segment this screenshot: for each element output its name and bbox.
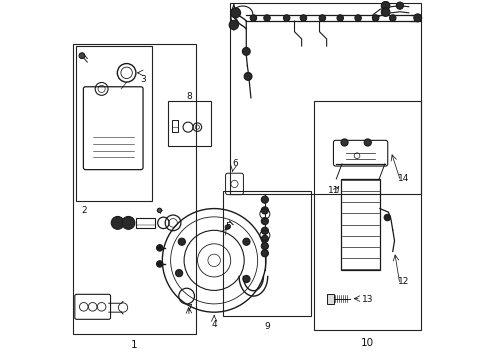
Circle shape	[261, 207, 268, 214]
Text: 12: 12	[397, 277, 408, 286]
Circle shape	[156, 245, 163, 251]
Circle shape	[263, 15, 270, 21]
Circle shape	[242, 48, 250, 55]
Circle shape	[175, 270, 183, 277]
Circle shape	[178, 238, 185, 245]
Text: 9: 9	[264, 322, 270, 331]
Circle shape	[111, 216, 124, 229]
Circle shape	[384, 214, 390, 221]
Text: 10: 10	[361, 338, 373, 347]
Bar	[326, 294, 333, 303]
Bar	[341, 179, 379, 270]
Circle shape	[319, 15, 325, 21]
Bar	[313, 102, 421, 330]
Circle shape	[244, 72, 251, 80]
Circle shape	[261, 196, 268, 203]
Circle shape	[156, 261, 163, 267]
Circle shape	[261, 249, 268, 257]
Bar	[172, 120, 178, 132]
Bar	[135, 218, 155, 228]
Circle shape	[381, 1, 389, 10]
Circle shape	[389, 15, 395, 21]
Text: 6: 6	[232, 159, 238, 168]
Bar	[73, 44, 196, 334]
Circle shape	[79, 53, 84, 59]
Circle shape	[243, 275, 249, 283]
Circle shape	[225, 225, 229, 229]
Circle shape	[261, 235, 268, 243]
Circle shape	[340, 139, 347, 146]
Circle shape	[229, 20, 238, 30]
Text: 7: 7	[186, 304, 192, 313]
Text: 4: 4	[211, 320, 217, 329]
Circle shape	[395, 2, 403, 9]
Bar	[223, 191, 310, 316]
Circle shape	[243, 238, 249, 245]
Bar	[167, 102, 210, 146]
Bar	[76, 46, 151, 202]
Circle shape	[413, 14, 421, 22]
Circle shape	[283, 15, 289, 21]
Bar	[230, 3, 421, 194]
Circle shape	[261, 227, 268, 234]
Circle shape	[250, 15, 256, 21]
Circle shape	[261, 243, 268, 249]
Circle shape	[372, 15, 378, 21]
Circle shape	[157, 208, 162, 212]
Circle shape	[336, 15, 343, 21]
Text: 11: 11	[327, 186, 339, 195]
Text: 14: 14	[397, 174, 408, 183]
Circle shape	[122, 216, 135, 229]
Circle shape	[364, 139, 370, 146]
Text: 8: 8	[186, 91, 192, 100]
Text: 2: 2	[81, 206, 87, 215]
Text: 3: 3	[140, 76, 145, 85]
Circle shape	[381, 8, 389, 17]
Text: 1: 1	[130, 340, 137, 350]
Circle shape	[354, 15, 361, 21]
Circle shape	[261, 217, 268, 225]
Text: 5: 5	[225, 222, 231, 231]
Circle shape	[230, 8, 240, 18]
Circle shape	[300, 15, 306, 21]
Text: 13: 13	[361, 295, 373, 304]
